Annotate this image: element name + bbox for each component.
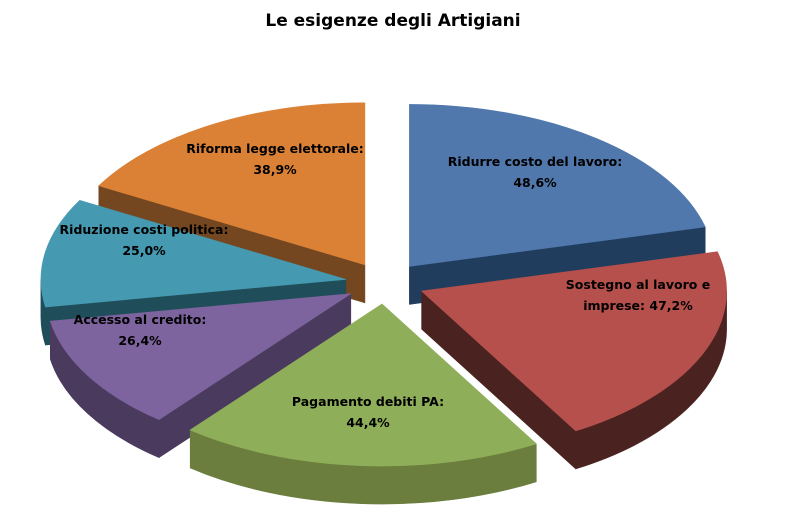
pie-slice-riduzione-costi-politica [40,199,346,308]
slice-label-riforma-legge-elettorale-line-2: 38,9% [253,162,297,177]
slice-label-accesso-al-credito-line-1: Accesso al credito: [74,312,207,327]
slice-label-riduzione-costi-politica-line-1: Riduzione costi politica: [60,222,229,237]
slice-label-sostegno-al-lavoro-e-imprese-line-1: Sostegno al lavoro e [566,277,710,292]
chart-title: Le esigenze degli Artigiani [265,11,521,31]
slice-label-sostegno-al-lavoro-e-imprese-line-2: imprese: 47,2% [583,298,693,313]
pie-slice-pagamento-debiti-pa [189,303,537,467]
pie-slice-accesso-al-credito [49,293,351,420]
slice-label-pagamento-debiti-pa-line-2: 44,4% [346,415,390,430]
slice-label-riforma-legge-elettorale-line-1: Riforma legge elettorale: [186,141,364,156]
pie-slice-sostegno-al-lavoro-e-imprese [420,251,727,432]
slice-label-ridurre-costo-del-lavoro-line-2: 48,6% [513,175,557,190]
slice-label-riduzione-costi-politica-line-2: 25,0% [122,243,166,258]
slice-label-ridurre-costo-del-lavoro-line-1: Ridurre costo del lavoro: [448,154,623,169]
pie-slice-riforma-legge-elettorale [98,102,366,266]
slice-label-pagamento-debiti-pa-line-1: Pagamento debiti PA: [292,394,444,409]
slice-label-accesso-al-credito-line-2: 26,4% [118,333,162,348]
pie-slice-ridurre-costo-del-lavoro [409,104,706,267]
